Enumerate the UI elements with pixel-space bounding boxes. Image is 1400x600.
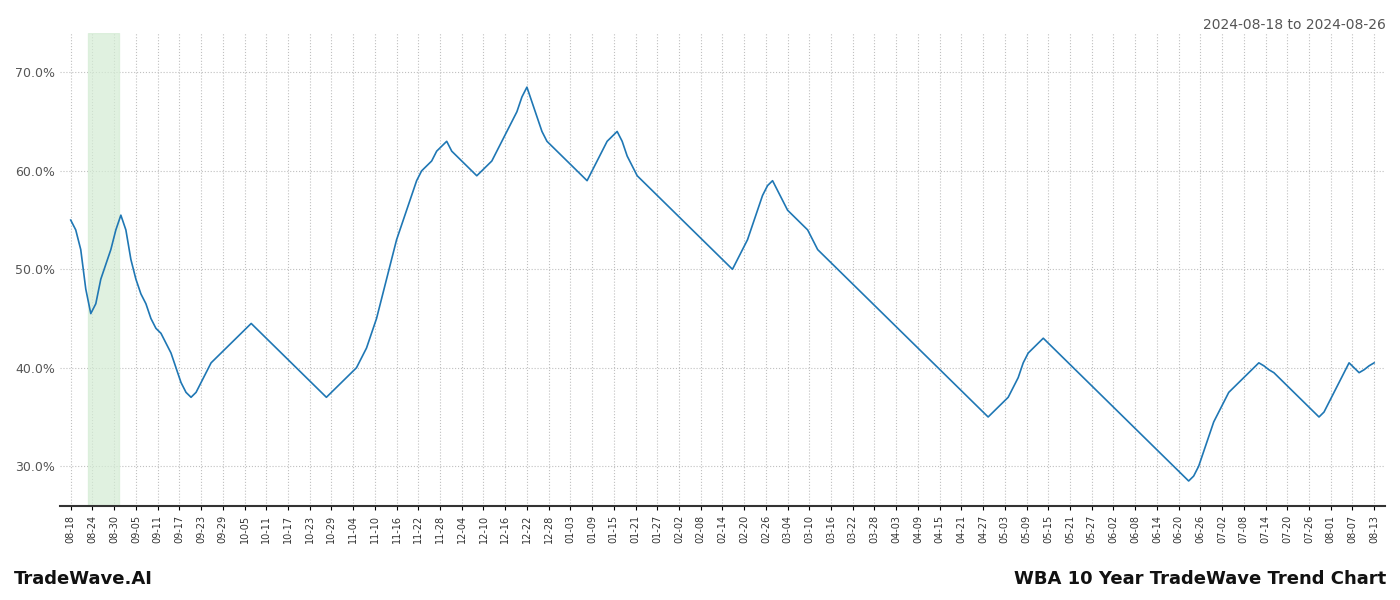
Bar [88,33,119,506]
Text: WBA 10 Year TradeWave Trend Chart: WBA 10 Year TradeWave Trend Chart [1014,570,1386,588]
Text: TradeWave.AI: TradeWave.AI [14,570,153,588]
Text: 2024-08-18 to 2024-08-26: 2024-08-18 to 2024-08-26 [1203,18,1386,32]
